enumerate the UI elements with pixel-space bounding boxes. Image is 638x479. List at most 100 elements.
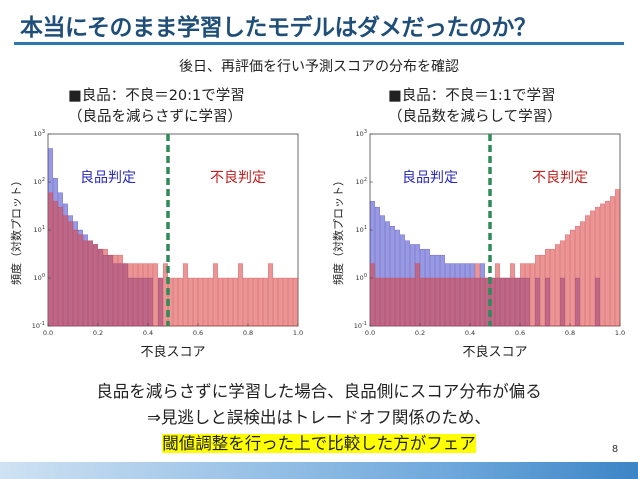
- bar-defect: [218, 277, 223, 327]
- y-tick-label: 103: [34, 129, 45, 138]
- x-axis-label: 不良スコア: [462, 344, 527, 360]
- bar-defect: [228, 277, 233, 327]
- y-axis-label: 頻度（対数プロット）: [331, 175, 345, 285]
- bar-defect: [510, 263, 515, 327]
- y-tick-label: 101: [34, 225, 45, 234]
- bar-defect: [288, 277, 293, 327]
- bar-defect: [565, 234, 570, 327]
- bar-defect: [460, 277, 465, 327]
- right-condition-line-1: ■良品：不良＝1:1で学習: [388, 88, 556, 104]
- bar-defect: [198, 277, 203, 327]
- right-condition-line-2: （良品数を減らして学習）: [388, 109, 562, 125]
- bars-group: [370, 189, 620, 327]
- bar-defect: [248, 277, 253, 327]
- bar-defect: [238, 263, 243, 327]
- bar-defect: [545, 248, 550, 327]
- annotation-defect: 不良判定: [210, 170, 266, 186]
- bar-defect: [83, 240, 88, 327]
- bar-defect: [585, 215, 590, 327]
- bar-defect: [380, 277, 385, 327]
- x-tick-label: 0.8: [565, 329, 575, 337]
- bar-defect: [455, 277, 460, 327]
- bar-defect: [243, 277, 248, 327]
- bar-defect: [420, 277, 425, 327]
- right-condition: ■良品：不良＝1:1で学習 （良品数を減らして学習）: [388, 86, 562, 128]
- x-tick-label: 0.8: [243, 329, 253, 337]
- bar-defect: [400, 277, 405, 327]
- y-tick-label: 10-1: [32, 321, 45, 330]
- bar-defect: [590, 210, 595, 327]
- bar-defect: [440, 277, 445, 327]
- bar-defect: [600, 203, 605, 327]
- y-tick-label: 100: [356, 273, 367, 282]
- y-tick-label: 102: [356, 177, 367, 186]
- annotation-good: 良品判定: [402, 170, 458, 186]
- bar-defect: [575, 226, 580, 327]
- left-condition-line-2: （良品を減らさずに学習）: [68, 109, 242, 125]
- bar-defect: [500, 277, 505, 327]
- bar-defect: [233, 277, 238, 327]
- bar-defect: [405, 277, 410, 327]
- bar-defect: [183, 263, 188, 327]
- bar-defect: [138, 263, 143, 327]
- bar-defect: [283, 277, 288, 327]
- y-tick-label: 101: [356, 225, 367, 234]
- bar-defect: [390, 277, 395, 327]
- highlighted-conclusion: 閾値調整を行った上で比較した方がフェア: [162, 434, 476, 453]
- x-tick-label: 0.4: [143, 329, 153, 337]
- conclusion-line-2: ⇒見逃しと誤検出はトレードオフ関係のため、: [147, 408, 491, 427]
- bar-defect: [48, 192, 53, 327]
- page-number: 8: [604, 442, 626, 458]
- y-tick-label: 100: [34, 273, 45, 282]
- bar-defect: [173, 277, 178, 327]
- x-tick-label: 1.0: [615, 329, 625, 337]
- annotation-good: 良品判定: [80, 170, 136, 186]
- bar-defect: [73, 229, 78, 327]
- bar-defect: [605, 200, 610, 327]
- bar-defect: [133, 263, 138, 327]
- bar-defect: [595, 206, 600, 327]
- bar-defect: [480, 277, 485, 327]
- bar-defect: [63, 215, 68, 327]
- y-axis-label: 頻度（対数プロット）: [9, 175, 23, 285]
- bar-defect: [93, 244, 98, 327]
- bar-defect: [385, 277, 390, 327]
- annotation-defect: 不良判定: [532, 170, 588, 186]
- bar-defect: [258, 277, 263, 327]
- left-condition-line-1: ■良品：不良＝20:1で学習: [68, 88, 245, 104]
- bar-defect: [530, 263, 535, 327]
- bar-defect: [203, 277, 208, 327]
- bar-defect: [570, 229, 575, 327]
- bar-defect: [520, 263, 525, 327]
- bar-defect: [108, 254, 113, 327]
- bar-defect: [535, 254, 540, 327]
- bar-defect: [555, 244, 560, 327]
- bar-defect: [425, 277, 430, 327]
- bar-defect: [208, 277, 213, 327]
- bar-defect: [153, 263, 158, 327]
- bar-defect: [560, 240, 565, 327]
- bar-defect: [143, 263, 148, 327]
- bar-defect: [113, 254, 118, 327]
- x-tick-label: 0.4: [465, 329, 475, 337]
- bar-defect: [610, 196, 615, 327]
- bar-defect: [68, 221, 73, 327]
- bar-defect: [370, 263, 375, 327]
- bar-defect: [525, 263, 530, 327]
- bar-defect: [193, 277, 198, 327]
- bar-defect: [470, 277, 475, 327]
- bar-defect: [495, 263, 500, 327]
- conclusion-line-1: 良品を減らさずに学習した場合、良品側にスコア分布が偏る: [96, 382, 542, 401]
- x-tick-label: 1.0: [293, 329, 303, 337]
- bar-defect: [465, 277, 470, 327]
- bar-defect: [540, 254, 545, 327]
- bar-defect: [435, 277, 440, 327]
- bar-defect: [103, 248, 108, 327]
- slide-title: 本当にそのまま学習したモデルはダメだったのか？: [20, 15, 537, 41]
- bar-defect: [78, 234, 83, 327]
- bar-defect: [580, 221, 585, 327]
- y-tick-label: 10-1: [354, 321, 367, 330]
- x-tick-label: 0.0: [365, 329, 375, 337]
- bar-defect: [415, 263, 420, 327]
